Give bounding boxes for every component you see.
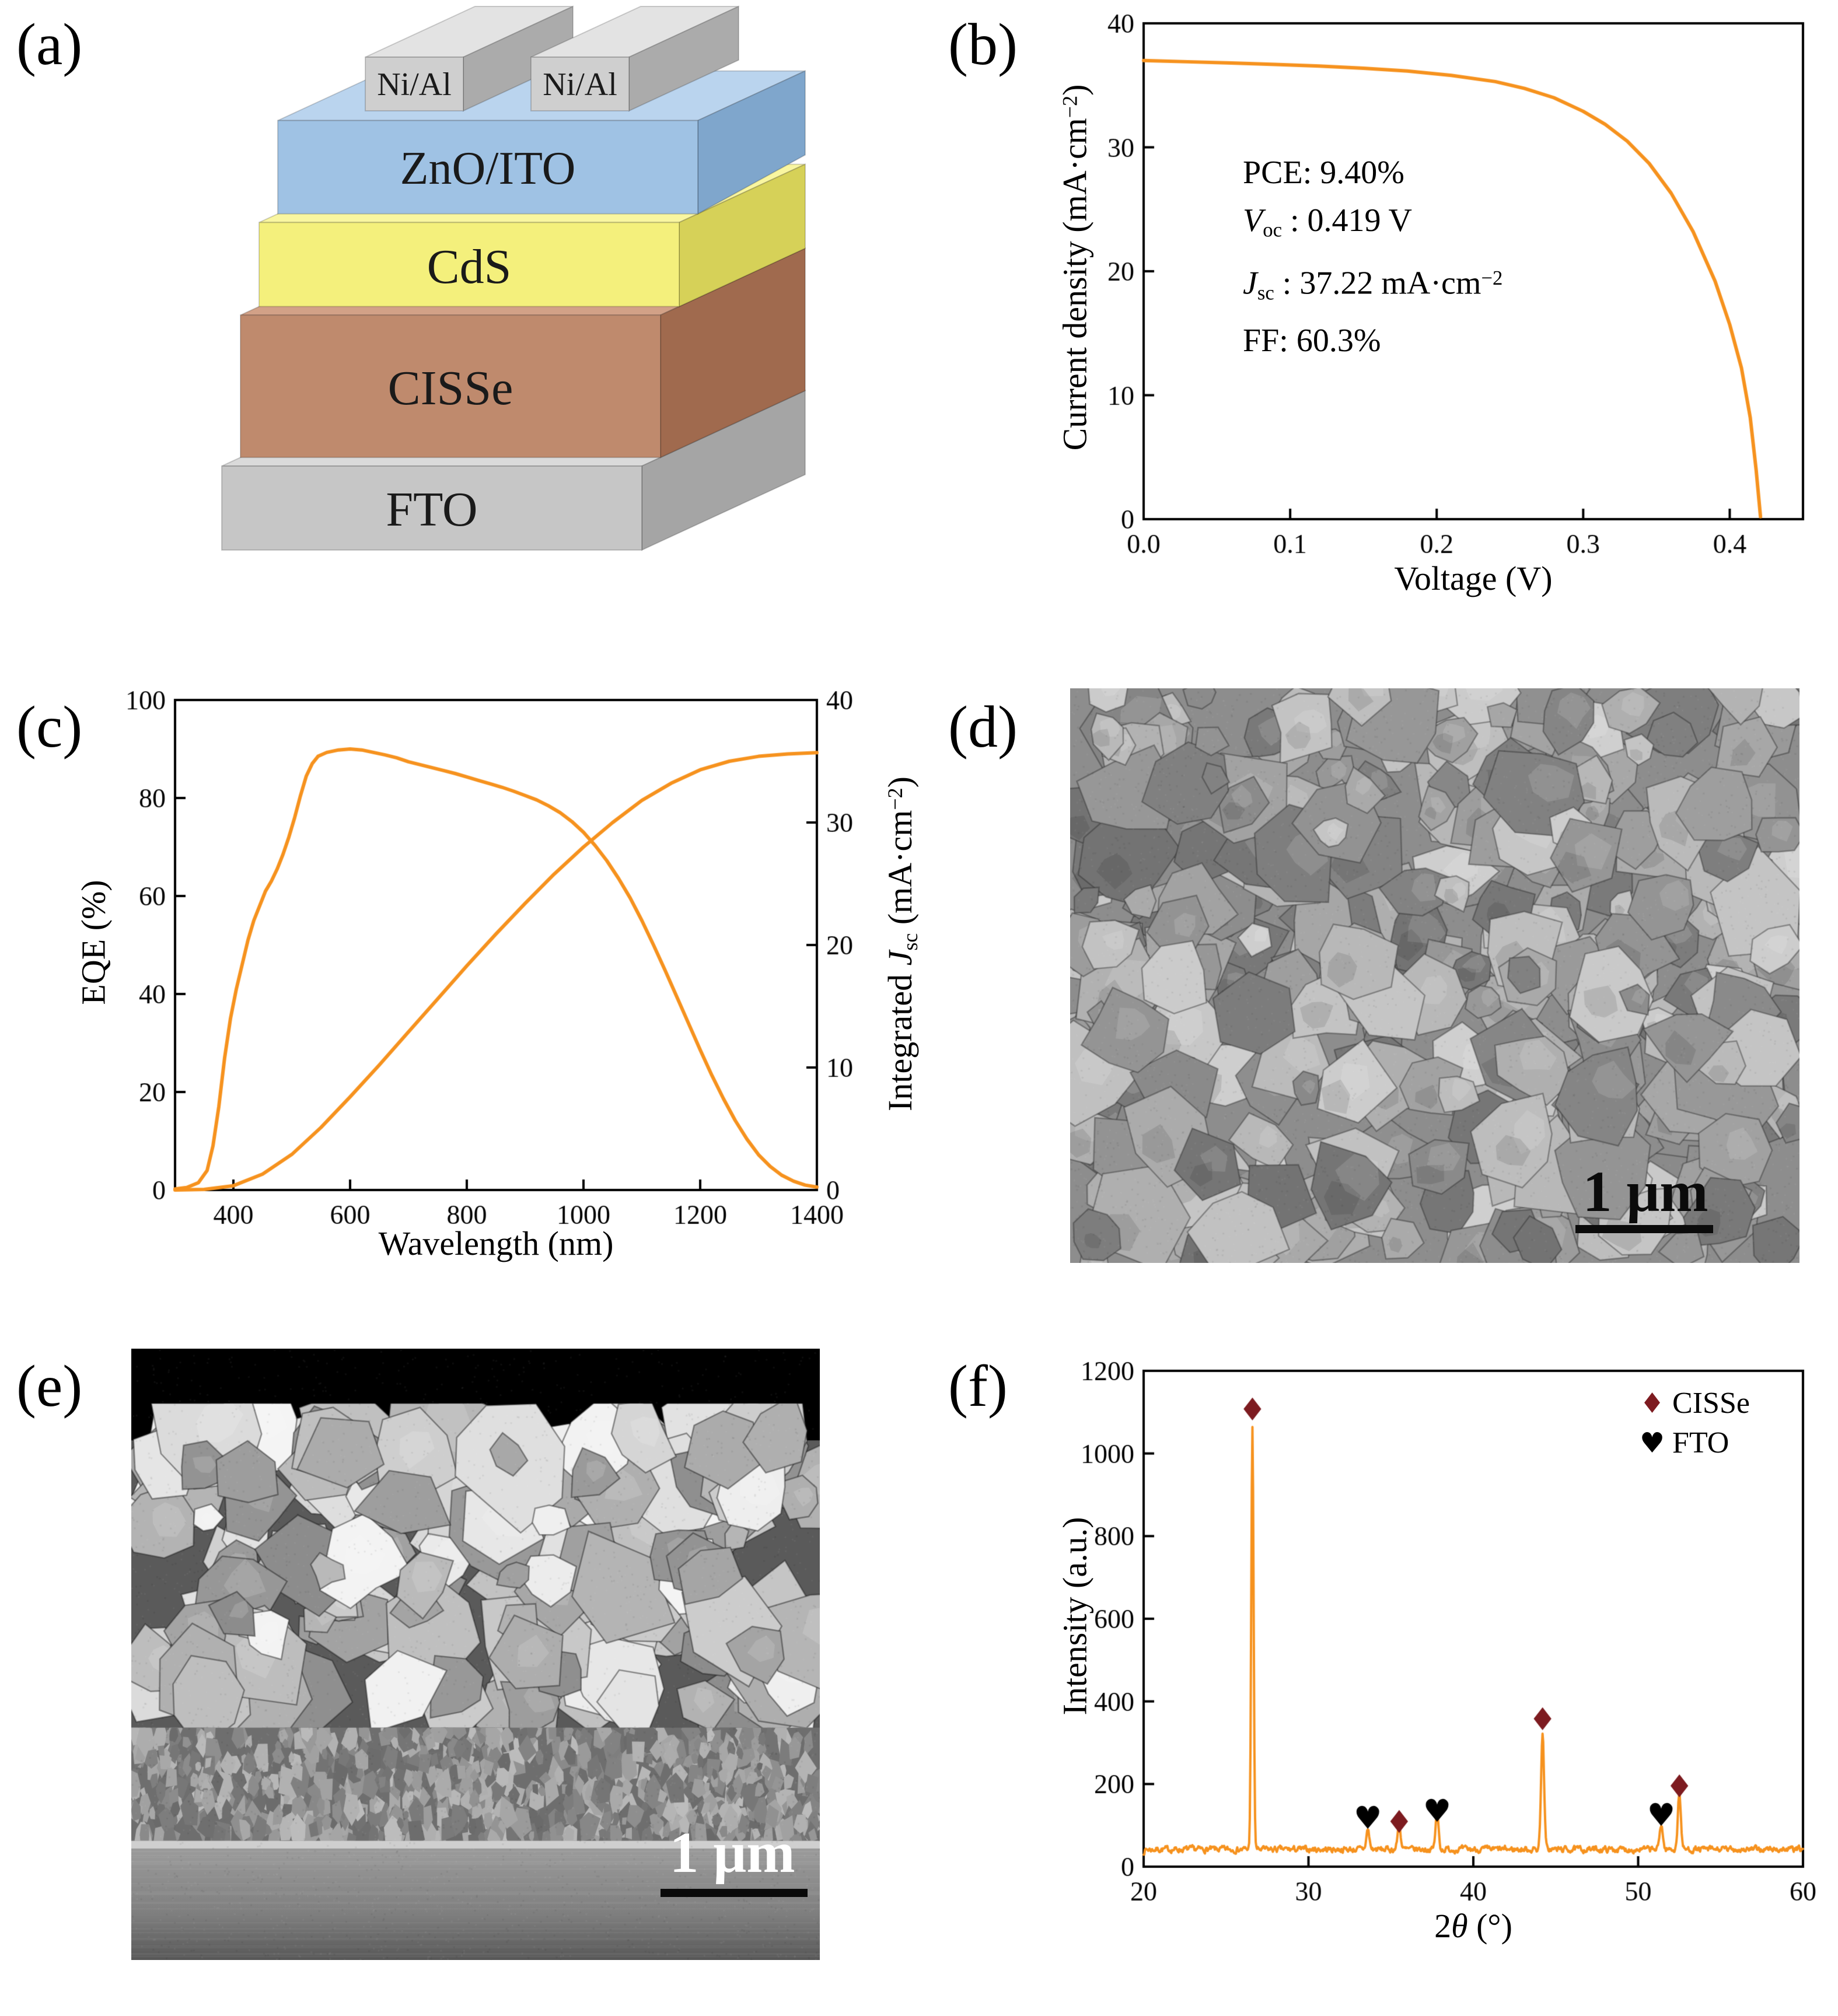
eqe-right-axis-title: Integrated Jsc (mA·cm−2) [880,776,923,1111]
sem-top-scale-bar [1575,1225,1713,1233]
metric-pce: PCE: 9.40% [1243,155,1404,191]
jv-y-title-text: Current density (mA·cm [1056,118,1094,451]
metric-voc: Voc : 0.419 V [1243,202,1412,242]
xrd-legend-item-cisse: ♦ CISSe [1640,1384,1750,1423]
layer-label-zno-ito: ZnO/ITO [400,143,576,194]
xrd-legend: ♦ CISSe ♥ FTO [1640,1384,1750,1463]
xrd-legend-label-fto: FTO [1672,1426,1729,1460]
jv-y-axis-title: Current density (mA·cm−2) [1056,0,1095,618]
layer-label-fto: FTO [386,482,477,537]
sem-cross-scale-text: 1 μm [669,1820,795,1885]
panel-c-label: (c) [16,694,83,760]
panel-d-label: (d) [948,694,1018,760]
sem-cross-scale-bar [661,1889,808,1897]
electrode-label-left: Ni/Al [377,66,452,103]
layer-label-cisse: CISSe [388,361,513,415]
electrode-nial-left: Ni/Al [365,5,574,112]
panel-f-label: (f) [948,1353,1008,1419]
eqe-x-axis-title: Wavelength (nm) [378,1224,614,1262]
panel-a-label: (a) [16,12,83,78]
jv-x-axis-title: Voltage (V) [1394,559,1553,597]
fto-heart-icon: ♥ [1640,1427,1665,1460]
sem-top-scale-text: 1 μm [1582,1159,1708,1224]
electrode-label-right: Ni/Al [543,66,617,103]
jv-y-title-close: ) [1056,84,1094,96]
eqe-left-axis-title: EQE (%) [74,880,113,1005]
cisse-diamond-icon: ♦ [1640,1387,1665,1420]
xrd-chart-canvas [1044,1353,1838,1937]
xrd-x-axis-title: 2θ (°) [1434,1907,1512,1945]
panel-e-label: (e) [16,1353,83,1419]
jv-metrics-annotation: PCE: 9.40% Voc : 0.419 V Jsc : 37.22 mA·… [1243,149,1502,365]
metric-ff: FF: 60.3% [1243,323,1381,359]
jv-chart-canvas [1044,6,1838,560]
device-schematic: FTO CISSe CdS ZnO/ITO Ni/Al [221,5,806,551]
sem-top-view-image [1070,688,1799,1263]
xrd-legend-label-cisse: CISSe [1672,1387,1750,1420]
sem-cross-section-image [131,1349,820,1960]
xrd-y-axis-title: Intensity (a.u.) [1056,1517,1094,1716]
xrd-legend-item-fto: ♥ FTO [1640,1423,1750,1463]
eqe-chart-canvas [82,682,922,1254]
electrode-nial-right: Ni/Al [530,5,739,112]
jv-y-title-sup: −2 [1058,95,1082,118]
metric-jsc: Jsc : 37.22 mA·cm−2 [1243,265,1503,304]
layer-label-cds: CdS [427,240,512,294]
panel-b-label: (b) [948,12,1018,78]
